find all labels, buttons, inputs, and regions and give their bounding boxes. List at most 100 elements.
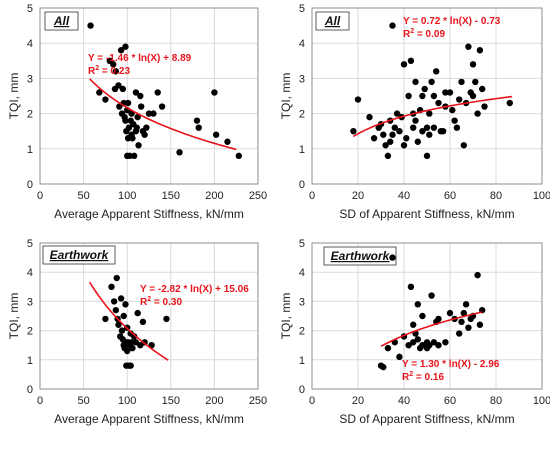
x-tick-label: 20	[352, 190, 364, 202]
data-point	[414, 138, 421, 145]
chart-panel-top-right: 0 20 40 60 80 100 0 1 2 3 4 5 SD of Apparent Stiffne…	[279, 3, 550, 221]
data-point	[102, 96, 109, 103]
data-point	[117, 295, 125, 302]
x-tick-label: 40	[398, 190, 410, 202]
data-point	[396, 128, 403, 135]
x-tick-label: 0	[309, 395, 315, 407]
r-squared-label: R2 = 0.23	[88, 65, 130, 77]
y-tick-label: 0	[27, 384, 33, 396]
data-point	[421, 85, 428, 93]
fit-equation: Y = 0.72 * ln(X) - 0.73	[403, 16, 501, 27]
x-tick-label: 250	[249, 395, 267, 407]
y-tick-label: 0	[299, 384, 305, 396]
data-point	[462, 301, 470, 308]
y-tick-label: 1	[27, 144, 33, 156]
trendline-curve	[380, 311, 483, 348]
data-point	[134, 309, 141, 317]
panel-label-box	[315, 11, 350, 31]
chart-panel-bottom-right: 0 20 40 60 80 100 0 1 2 3 4 5 SD of Apparent Stiffne…	[279, 238, 550, 426]
data-point	[384, 152, 392, 160]
data-point	[414, 301, 421, 308]
data-point	[158, 103, 166, 110]
data-point	[129, 135, 136, 142]
data-point	[433, 68, 440, 75]
data-point	[465, 324, 472, 331]
x-tick-label: 100	[118, 190, 136, 202]
y-tick-label: 2	[27, 109, 33, 121]
x-tick-label: 60	[444, 395, 456, 407]
data-point	[389, 254, 396, 261]
data-point	[446, 309, 454, 317]
data-point	[428, 78, 435, 86]
data-point	[224, 138, 231, 145]
data-point	[439, 128, 447, 135]
data-point	[419, 128, 426, 135]
data-point	[119, 85, 127, 93]
data-point	[116, 103, 123, 110]
y-tick-label: 5	[27, 238, 33, 250]
data-point	[506, 99, 513, 107]
y-tick-label: 4	[299, 38, 305, 50]
data-point	[113, 274, 120, 282]
data-point	[137, 103, 145, 110]
data-point	[481, 103, 488, 110]
data-point	[380, 363, 387, 371]
chart-panel-top-left: 0 50 100 150 200 250 0 1 2 3 4 5 Average Apparent St…	[7, 3, 267, 221]
data-point	[124, 347, 131, 355]
data-point	[212, 131, 220, 138]
x-tick-label: 250	[249, 190, 267, 202]
data-point	[430, 92, 438, 100]
data-point	[405, 92, 412, 100]
data-point	[139, 318, 147, 326]
data-point	[412, 117, 419, 124]
data-point	[135, 142, 142, 149]
trendline-curve	[89, 281, 169, 361]
panel-label-box	[44, 11, 79, 31]
panel-label: All	[324, 14, 341, 28]
x-tick-label: 0	[309, 190, 315, 202]
data-point	[469, 61, 477, 68]
data-point	[354, 96, 362, 103]
y-tick-label: 2	[299, 109, 305, 121]
data-point	[426, 131, 433, 138]
data-point	[474, 110, 481, 117]
x-tick-label: 150	[162, 395, 180, 407]
y-tick-label: 1	[299, 355, 305, 367]
data-point	[163, 315, 170, 323]
data-point	[370, 135, 378, 142]
data-point	[400, 61, 408, 68]
plot-area-border	[311, 7, 543, 185]
x-tick-label: 200	[205, 190, 223, 202]
data-point	[474, 271, 481, 279]
x-tick-label: 100	[533, 190, 550, 202]
data-point	[453, 124, 461, 131]
panel-label: Earthwork	[331, 249, 391, 263]
data-point	[130, 333, 138, 340]
x-tick-label: 80	[490, 190, 502, 202]
data-point	[115, 82, 122, 89]
data-point	[387, 138, 394, 145]
data-point	[391, 124, 398, 131]
data-point	[366, 113, 373, 121]
x-axis-title: SD of Apparent Stiffness, kN/mm	[339, 412, 514, 426]
data-point	[120, 312, 127, 320]
fit-equation: Y = 1.30 * ln(X) - 2.96	[402, 359, 500, 370]
data-point	[110, 61, 117, 68]
data-point	[115, 321, 122, 328]
x-tick-label: 50	[77, 395, 89, 407]
x-tick-label: 0	[37, 190, 43, 202]
data-point	[400, 142, 408, 149]
r-squared-label: R2 = 0.30	[140, 296, 182, 308]
data-point	[472, 78, 479, 86]
data-point	[435, 342, 442, 349]
data-point	[125, 124, 133, 131]
y-tick-label: 2	[27, 326, 33, 338]
data-point	[407, 57, 415, 64]
data-point	[117, 47, 125, 54]
data-point	[122, 301, 129, 308]
y-tick-label: 3	[27, 73, 33, 85]
data-point	[134, 113, 141, 121]
x-tick-label: 20	[352, 395, 364, 407]
x-tick-label: 60	[444, 190, 456, 202]
data-point	[133, 124, 140, 131]
